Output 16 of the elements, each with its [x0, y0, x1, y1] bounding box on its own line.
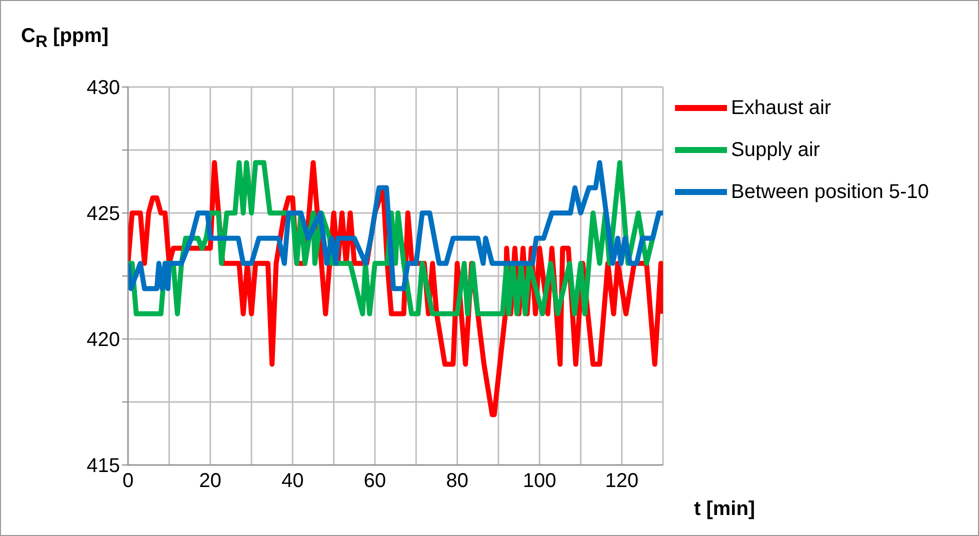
x-axis-title: t [min] [694, 498, 756, 521]
x-tick-label: 20 [199, 470, 222, 492]
x-tick-label: 0 [122, 470, 134, 492]
y-tick-label: 425 [86, 203, 120, 226]
legend-label: Supply air [731, 138, 820, 162]
y-axis-title: C$_{R}$ [ppm] [21, 25, 109, 52]
x-tick-label: 100 [522, 470, 556, 492]
y-tick-label: 430 [86, 77, 120, 100]
y-tick-label: 415 [86, 455, 120, 478]
y-tick-label: 420 [86, 329, 120, 352]
legend-label: Between position 5-10 [731, 180, 929, 204]
legend-label: Exhaust air [731, 96, 832, 120]
x-tick-label: 120 [605, 470, 639, 492]
x-tick-label: 40 [281, 470, 304, 492]
x-tick-label: 80 [446, 470, 468, 492]
x-tick-label: 60 [364, 470, 386, 492]
